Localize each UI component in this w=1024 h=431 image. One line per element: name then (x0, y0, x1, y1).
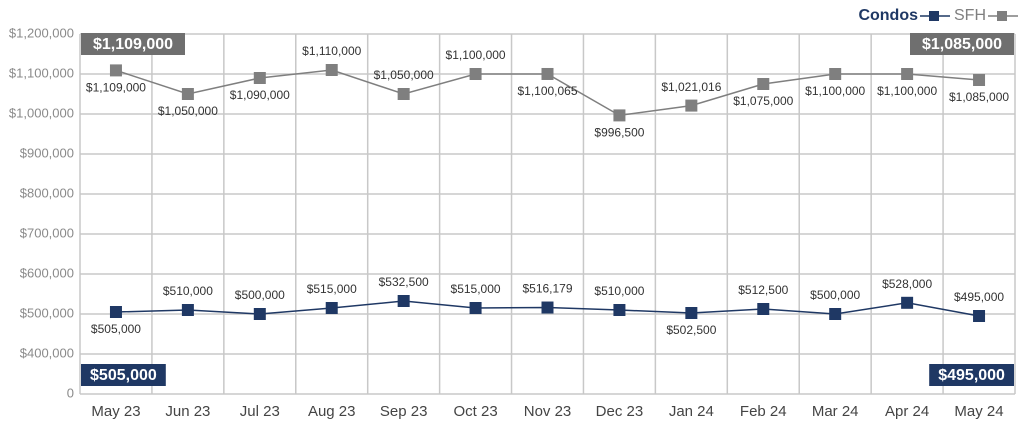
y-tick-label: 0 (67, 385, 74, 400)
y-tick-label: $500,000 (20, 305, 74, 320)
x-tick-label: Apr 24 (885, 403, 929, 420)
data-point (109, 64, 122, 77)
data-label: $1,100,000 (877, 84, 937, 98)
data-label: $1,110,000 (302, 44, 361, 58)
data-point (469, 302, 482, 314)
data-label: $1,075,000 (733, 94, 793, 108)
y-tick-label: $1,100,000 (9, 65, 74, 80)
data-point (181, 304, 194, 316)
data-point (325, 64, 338, 76)
x-tick-label: Feb 24 (740, 403, 787, 420)
highlight-box (910, 33, 1014, 55)
data-label: $1,090,000 (230, 88, 290, 102)
legend-label: SFH (954, 7, 986, 24)
data-label: $515,000 (451, 282, 501, 296)
y-tick-label: $1,000,000 (9, 105, 74, 120)
data-label: $1,021,016 (661, 80, 721, 94)
legend-label: Condos (858, 7, 918, 24)
data-label: $515,000 (307, 282, 357, 296)
data-point (685, 307, 698, 319)
x-tick-label: May 23 (91, 403, 140, 420)
data-label: $495,000 (954, 290, 1004, 304)
data-point (253, 308, 266, 320)
data-label: $510,000 (594, 284, 644, 298)
y-tick-label: $900,000 (20, 145, 74, 160)
x-tick-label: Aug 23 (308, 403, 356, 420)
data-label: $996,500 (594, 126, 644, 140)
data-label: $516,179 (522, 282, 572, 296)
y-tick-label: $1,200,000 (9, 25, 74, 40)
data-label: $500,000 (235, 288, 285, 302)
x-tick-label: Mar 24 (812, 403, 859, 420)
x-tick-label: Nov 23 (524, 403, 572, 420)
data-label: $1,109,000 (86, 81, 146, 95)
legend-marker (997, 11, 1007, 21)
data-point (541, 67, 554, 80)
data-label: $1,050,000 (374, 68, 434, 82)
highlight-label: $495,000 (938, 367, 1005, 384)
data-point (685, 99, 698, 112)
y-tick-label: $400,000 (20, 345, 74, 360)
data-label: $505,000 (91, 322, 141, 336)
data-point (973, 310, 986, 322)
data-label: $1,050,000 (158, 104, 218, 118)
highlight-box (81, 33, 185, 55)
x-tick-label: Jul 23 (240, 403, 280, 420)
y-tick-label: $700,000 (20, 225, 74, 240)
x-tick-label: Dec 23 (596, 403, 644, 420)
y-tick-label: $600,000 (20, 265, 74, 280)
data-point (397, 295, 410, 307)
y-tick-label: $800,000 (20, 185, 74, 200)
data-label: $1,100,000 (805, 84, 865, 98)
data-point (901, 68, 914, 80)
highlight-label: $1,085,000 (922, 36, 1002, 53)
x-tick-label: Sep 23 (380, 403, 428, 420)
data-point (613, 109, 626, 122)
data-point (181, 88, 194, 100)
x-tick-label: Oct 23 (453, 403, 497, 420)
data-point (757, 303, 770, 315)
data-point (253, 72, 266, 84)
data-point (829, 308, 842, 320)
legend-marker (929, 11, 939, 21)
highlight-label: $1,109,000 (93, 36, 173, 53)
data-label: $510,000 (163, 284, 213, 298)
highlight-box (929, 364, 1014, 386)
highlight-label: $505,000 (90, 367, 157, 384)
data-label: $512,500 (738, 283, 788, 297)
data-point (973, 74, 986, 86)
x-tick-label: Jun 23 (165, 403, 210, 420)
data-point (109, 306, 122, 318)
data-point (325, 302, 338, 314)
x-tick-label: Jan 24 (669, 403, 714, 420)
highlight-box (81, 364, 166, 386)
data-label: $1,085,000 (949, 90, 1009, 104)
data-point (757, 78, 770, 90)
data-point (469, 68, 482, 80)
data-point (613, 304, 626, 316)
data-label: $1,100,000 (446, 48, 506, 62)
data-point (829, 68, 842, 80)
data-point (541, 301, 554, 314)
data-label: $500,000 (810, 288, 860, 302)
data-point (397, 88, 410, 100)
x-tick-label: May 24 (954, 403, 1003, 420)
data-label: $1,100,065 (517, 84, 577, 98)
data-label: $502,500 (666, 323, 716, 337)
data-point (901, 296, 914, 309)
data-label: $532,500 (379, 275, 429, 289)
data-label: $528,000 (882, 277, 932, 291)
